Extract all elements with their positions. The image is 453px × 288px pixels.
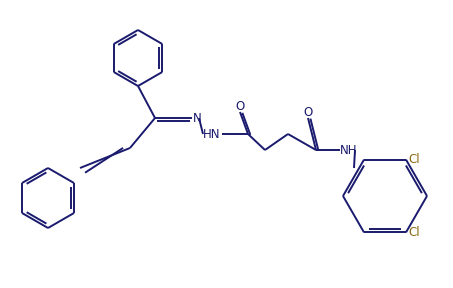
Text: O: O [304,106,313,119]
Text: N: N [193,111,202,124]
Text: HN: HN [203,128,221,141]
Text: Cl: Cl [408,226,419,239]
Text: NH: NH [340,143,357,156]
Text: O: O [236,100,245,113]
Text: Cl: Cl [408,153,419,166]
